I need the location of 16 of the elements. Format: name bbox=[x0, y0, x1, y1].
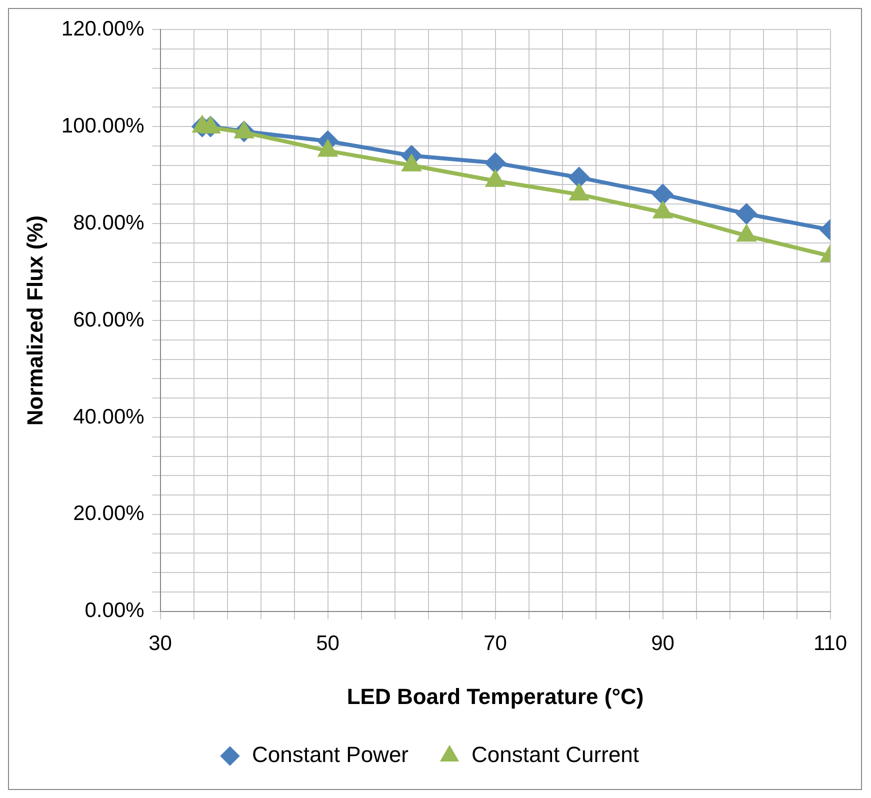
x-tick-label: 90 bbox=[651, 632, 674, 655]
y-tick-label: 80.00% bbox=[73, 211, 144, 234]
x-axis-title: LED Board Temperature (°C) bbox=[346, 684, 644, 709]
y-axis-title: Normalized Flux (%) bbox=[22, 215, 48, 426]
x-tick-label: 30 bbox=[148, 632, 172, 655]
y-tick-label: 20.00% bbox=[73, 502, 144, 526]
x-tick-label: 50 bbox=[316, 632, 340, 655]
y-tick-label: 120.00% bbox=[61, 17, 144, 40]
y-tick-label: 100.00% bbox=[61, 114, 144, 138]
y-tick-label: 40.00% bbox=[73, 405, 144, 428]
x-tick-label: 110 bbox=[814, 632, 848, 655]
y-tick-label: 0.00% bbox=[84, 599, 144, 622]
x-tick-label: 70 bbox=[484, 632, 507, 655]
legend-label: Constant Current bbox=[472, 742, 640, 768]
legend-label: Constant Power bbox=[252, 742, 409, 768]
y-tick-label: 60.00% bbox=[73, 308, 144, 332]
